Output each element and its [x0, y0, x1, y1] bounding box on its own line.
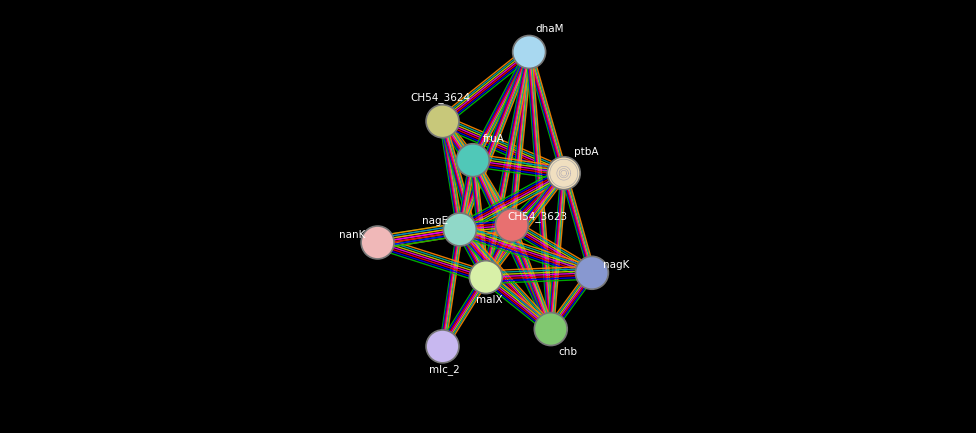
Text: ptbA: ptbA [574, 147, 598, 158]
Circle shape [534, 313, 567, 346]
Circle shape [457, 144, 489, 177]
Circle shape [361, 226, 394, 259]
Circle shape [427, 105, 459, 138]
Text: mlc_2: mlc_2 [429, 364, 460, 375]
Circle shape [548, 157, 580, 190]
Circle shape [496, 209, 528, 242]
Text: malX: malX [476, 294, 503, 305]
Circle shape [512, 36, 546, 68]
Circle shape [576, 256, 608, 289]
Circle shape [549, 159, 578, 187]
Text: nagK: nagK [602, 260, 629, 270]
Circle shape [443, 213, 476, 246]
Text: CH54_3623: CH54_3623 [508, 211, 568, 222]
Circle shape [427, 330, 459, 363]
Text: nanK: nanK [340, 229, 366, 240]
Text: chb: chb [558, 346, 578, 357]
Text: nagE: nagE [422, 216, 448, 226]
Text: CH54_3624: CH54_3624 [410, 92, 470, 103]
Text: dhaM: dhaM [536, 24, 564, 35]
Text: fruA: fruA [483, 133, 505, 144]
Circle shape [469, 261, 503, 294]
